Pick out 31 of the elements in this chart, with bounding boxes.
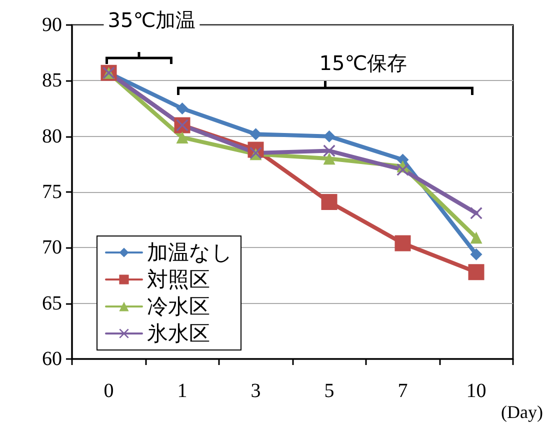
y-tick-label: 85 bbox=[42, 70, 62, 92]
point bbox=[468, 264, 484, 280]
point bbox=[321, 194, 338, 210]
y-tick-label: 75 bbox=[42, 181, 62, 203]
y-tick-label: 80 bbox=[42, 125, 62, 148]
point bbox=[323, 152, 336, 165]
legend-label: 加温なし bbox=[147, 240, 233, 264]
y-tick-label: 60 bbox=[42, 348, 62, 370]
point bbox=[470, 232, 482, 244]
x-tick-label: 3 bbox=[250, 380, 261, 402]
x-tick-label: 5 bbox=[324, 380, 334, 402]
x-tick-label: 0 bbox=[104, 380, 114, 402]
x-tick-label: 7 bbox=[398, 380, 408, 402]
y-tick-label: 65 bbox=[42, 292, 62, 314]
point bbox=[323, 144, 336, 157]
x-tick-label: 1 bbox=[177, 380, 188, 402]
x-tick-label: 10 bbox=[466, 380, 486, 402]
point bbox=[176, 131, 188, 144]
point bbox=[394, 235, 411, 252]
y-tick-label: 90 bbox=[42, 14, 62, 36]
point bbox=[470, 248, 482, 260]
point bbox=[470, 207, 482, 220]
legend-label: 冷水区 bbox=[147, 294, 210, 318]
y-tick-label: 70 bbox=[42, 236, 62, 259]
point bbox=[176, 102, 188, 114]
annotation: 35℃加温 bbox=[108, 8, 196, 32]
x-axis-title: (Day) bbox=[501, 402, 544, 422]
legend-label: 氷水区 bbox=[147, 322, 210, 346]
annotation: 15℃保存 bbox=[319, 51, 408, 75]
point bbox=[396, 164, 409, 176]
legend-label: 対照区 bbox=[147, 268, 210, 292]
